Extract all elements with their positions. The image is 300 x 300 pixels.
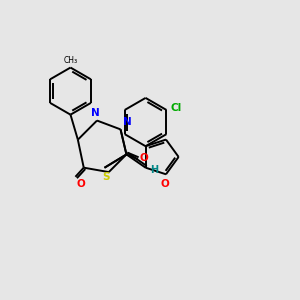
Text: S: S xyxy=(102,172,110,182)
Text: O: O xyxy=(160,179,169,189)
Text: H: H xyxy=(150,165,158,175)
Text: Cl: Cl xyxy=(170,103,181,112)
Text: O: O xyxy=(140,153,148,163)
Text: N: N xyxy=(91,108,100,118)
Text: CH₃: CH₃ xyxy=(63,56,78,65)
Text: O: O xyxy=(76,179,85,189)
Text: N: N xyxy=(123,117,132,127)
